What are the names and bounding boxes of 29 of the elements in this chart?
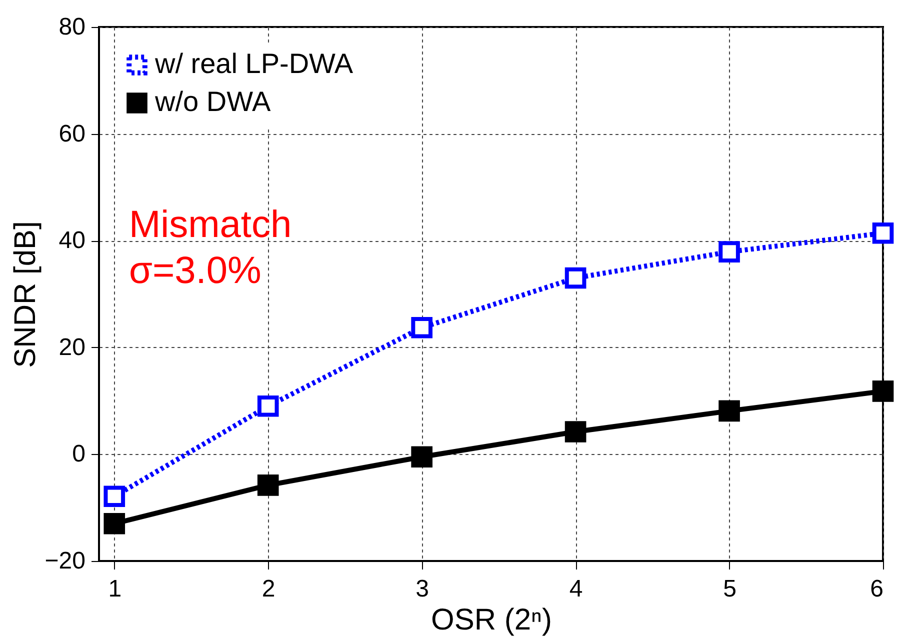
point	[718, 241, 740, 262]
point	[257, 474, 279, 496]
point	[104, 512, 126, 534]
point	[257, 395, 279, 417]
x-tick-label: 6	[870, 576, 884, 602]
x-axis-title: OSR (2ⁿ)	[431, 604, 552, 636]
x-tick-label: 2	[262, 576, 276, 602]
y-tick-label: 0	[72, 440, 86, 468]
y-axis-title: SNDR [dB]	[8, 221, 42, 368]
x-tick-label: 4	[569, 576, 583, 602]
point	[104, 486, 126, 508]
x-tick-label: 1	[108, 576, 122, 602]
point	[411, 316, 432, 338]
y-tick-label: 80	[58, 14, 86, 40]
point	[411, 446, 432, 468]
point	[718, 400, 740, 422]
y-tick-label: 40	[58, 227, 86, 254]
point	[564, 421, 586, 442]
y-tick-label: 20	[58, 334, 86, 361]
annotation: Mismatch σ=3.0%	[129, 204, 292, 292]
y-tick-label: −20	[44, 548, 86, 574]
point	[564, 267, 586, 289]
y-tick-label: 60	[58, 120, 86, 148]
point	[872, 222, 894, 244]
x-tick-label: 3	[416, 576, 430, 602]
legend-label: w/o DWA	[154, 86, 271, 117]
legend-label: w/ real LP-DWA	[154, 48, 354, 79]
x-tick-label: 5	[723, 576, 736, 602]
point	[872, 380, 894, 402]
